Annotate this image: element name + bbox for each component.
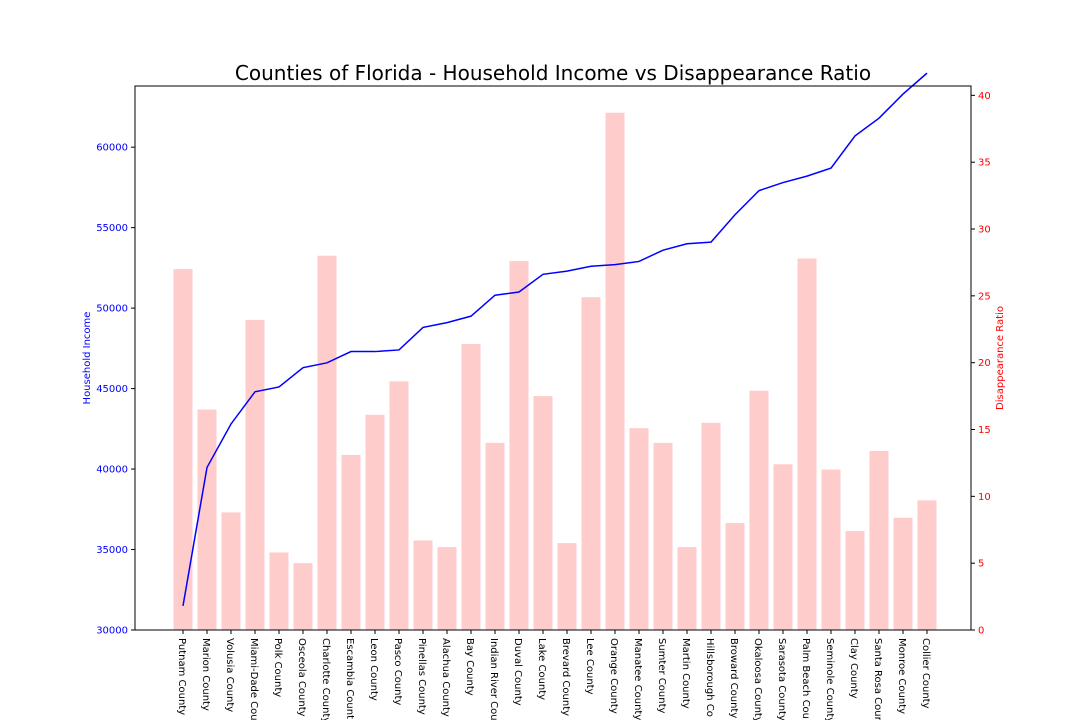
tick-label-x: Polk County: [272, 638, 283, 697]
bar: [221, 512, 241, 630]
tick-label-right: 0: [978, 626, 984, 637]
tick-label-x: Indian River Cou: [488, 638, 499, 720]
tick-label-left: 35000: [96, 545, 128, 556]
tick-label-x: Martin County: [680, 638, 691, 709]
chart-title: Counties of Florida - Household Income v…: [235, 61, 871, 85]
bar: [485, 442, 505, 630]
tick-label-x: Duval County: [512, 638, 523, 706]
bar: [845, 531, 865, 630]
tick-label-x: Monroe County: [896, 638, 907, 714]
right-axis-ticks: 0 5 10 15 20 25 30 35 40: [971, 91, 991, 637]
bar: [629, 428, 649, 630]
tick-label-left: 50000: [96, 304, 128, 315]
tick-label-x: Santa Rosa Cour: [872, 638, 883, 720]
bars-group: [173, 112, 937, 631]
bar: [677, 547, 697, 630]
bar: [557, 543, 577, 630]
tick-label-right: 20: [978, 358, 991, 369]
bar: [797, 258, 817, 630]
left-axis-ticks: 30000 35000 40000 45000 50000 55000 60000: [96, 143, 135, 637]
tick-label-x: Leon County: [368, 638, 379, 701]
bar: [509, 261, 529, 630]
tick-label-left: 60000: [96, 143, 128, 154]
tick-label-left: 55000: [96, 223, 128, 234]
bar: [173, 269, 193, 630]
tick-label-x: Escambia Count: [344, 638, 355, 719]
bar: [917, 500, 937, 630]
tick-label-right: 30: [978, 225, 991, 236]
y-axis-label-right: Disappearance Ratio: [995, 306, 1006, 410]
income-line-group: [182, 72, 928, 606]
bar: [821, 469, 841, 630]
tick-label-x: Sumter County: [656, 638, 667, 713]
bar: [437, 547, 457, 630]
tick-label-left: 45000: [96, 384, 128, 395]
bar: [293, 563, 313, 630]
bar: [605, 112, 625, 631]
tick-label-left: 40000: [96, 465, 128, 476]
tick-label-right: 5: [978, 559, 984, 570]
tick-label-x: Charlotte County: [320, 638, 331, 720]
bar: [365, 414, 385, 630]
tick-label-right: 25: [978, 291, 991, 302]
tick-label-left: 30000: [96, 626, 128, 637]
tick-label-x: Seminole County: [824, 638, 835, 720]
bar: [749, 390, 769, 630]
tick-label-right: 40: [978, 91, 991, 102]
bar: [389, 381, 409, 630]
income-line: [182, 72, 928, 606]
tick-label-x: Palm Beach Cou: [800, 638, 811, 719]
tick-label-x: Marion County: [200, 638, 211, 711]
tick-label-x: Alachua County: [440, 638, 451, 717]
tick-label-x: Manatee County: [632, 638, 643, 720]
tick-label-x: Osceola County: [296, 638, 307, 717]
tick-label-right: 15: [978, 425, 991, 436]
x-axis-ticks: Putnam County Marion County Volusia County…: [176, 630, 931, 720]
bar: [317, 255, 337, 630]
bar: [533, 396, 553, 630]
bar: [269, 552, 289, 630]
bar: [773, 464, 793, 630]
tick-label-x: Lake County: [536, 638, 547, 700]
bar: [413, 540, 433, 630]
bar: [725, 523, 745, 630]
bar: [197, 409, 217, 630]
tick-label-x: Hillsborough Co: [704, 638, 715, 717]
tick-label-x: Bay County: [464, 638, 475, 696]
tick-label-x: Sarasota County: [776, 638, 787, 720]
bar: [581, 297, 601, 630]
bar: [341, 454, 361, 630]
tick-label-x: Brevard County: [560, 638, 571, 716]
tick-label-x: Lee County: [584, 638, 595, 695]
bar: [461, 343, 481, 630]
tick-label-x: Collier County: [920, 638, 931, 709]
tick-label-right: 10: [978, 492, 991, 503]
bar: [653, 442, 673, 630]
bar: [893, 517, 913, 630]
tick-label-x: Pasco County: [392, 638, 403, 705]
tick-label-x: Putnam County: [176, 638, 187, 715]
tick-label-x: Broward County: [728, 638, 739, 718]
tick-label-x: Miami-Dade Cou: [248, 638, 259, 720]
plot-frame: [134, 85, 972, 631]
tick-label-x: Orange County: [608, 638, 619, 714]
tick-label-x: Clay County: [848, 638, 859, 699]
bar: [701, 422, 721, 630]
bar: [869, 450, 889, 630]
tick-label-right: 35: [978, 158, 991, 169]
tick-label-x: Okaloosa County: [752, 638, 763, 720]
y-axis-label-left: Household Income: [82, 312, 93, 405]
tick-label-x: Volusia County: [224, 638, 235, 712]
tick-label-x: Pinellas County: [416, 638, 427, 715]
bar: [245, 319, 265, 630]
